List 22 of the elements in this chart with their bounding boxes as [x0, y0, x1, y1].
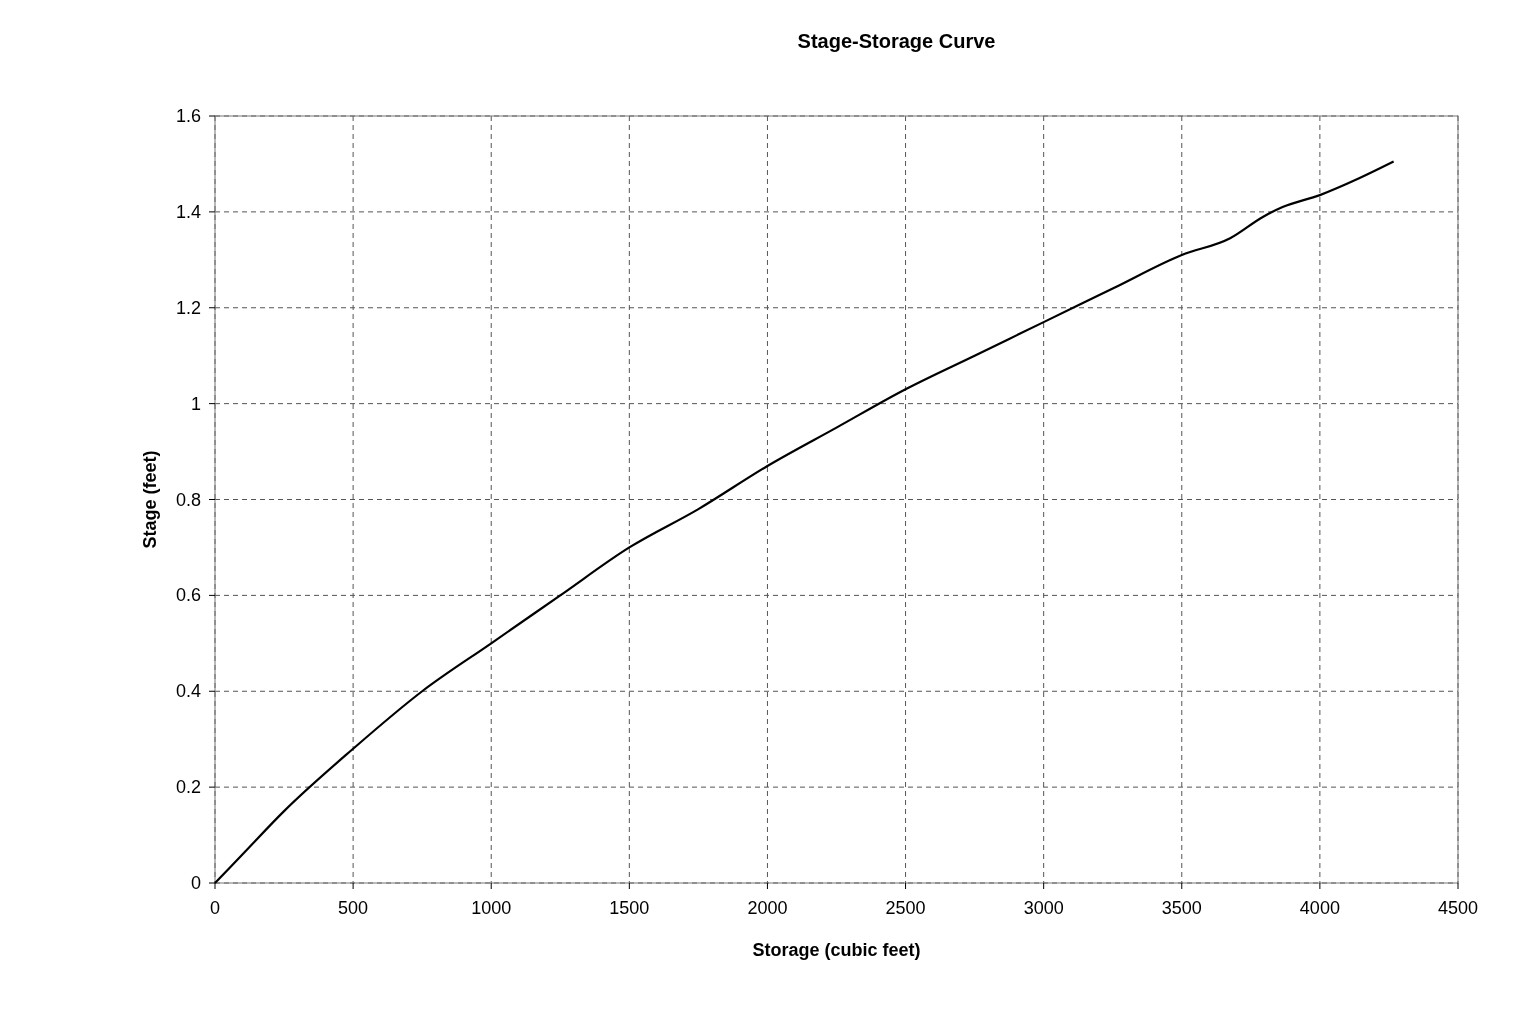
- x-tick-label: 0: [209, 898, 221, 918]
- x-tick-label: 3000: [1023, 898, 1064, 918]
- y-tick-label: 0.4: [175, 681, 201, 702]
- y-tick-label: 1.4: [175, 201, 201, 222]
- y-tick-label: 0.8: [175, 489, 201, 510]
- y-tick-label: 1.6: [175, 106, 201, 126]
- x-tick-label: 1000: [471, 898, 512, 918]
- y-tick-label: 0.2: [175, 777, 201, 798]
- y-tick-label: 0: [190, 873, 201, 893]
- y-axis-title: Stage (feet): [140, 450, 160, 549]
- x-tick-label: 3500: [1161, 898, 1202, 918]
- x-tick-label: 2500: [885, 898, 926, 918]
- y-tick-label: 1: [190, 393, 201, 414]
- x-tick-label: 500: [338, 898, 369, 918]
- y-tick-label: 1.2: [175, 297, 201, 318]
- x-tick-label: 4000: [1299, 898, 1340, 918]
- x-tick-label: 4500: [1437, 898, 1479, 918]
- x-tick-label: 1500: [609, 898, 650, 918]
- x-axis-title: Storage (cubic feet): [752, 940, 921, 960]
- chart-title: Stage-Storage Curve: [797, 30, 996, 52]
- y-tick-label: 0.6: [175, 585, 201, 606]
- x-tick-label: 2000: [747, 898, 788, 918]
